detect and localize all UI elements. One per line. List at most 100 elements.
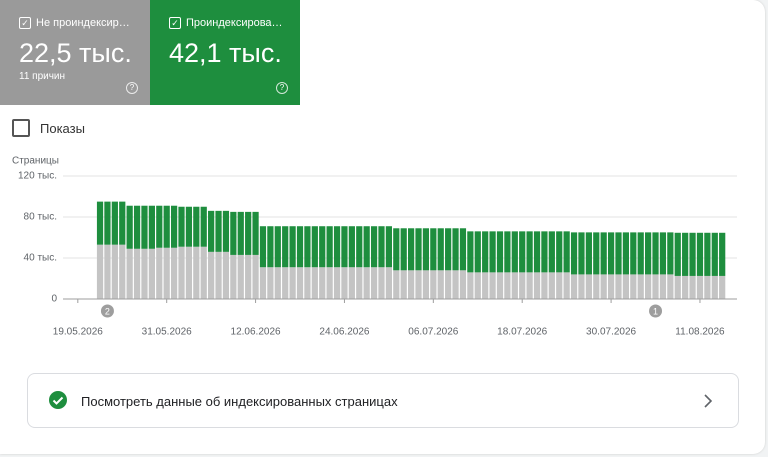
bar-segment [422, 270, 430, 299]
bar-segment [519, 231, 526, 273]
x-tick-label: 18.07.2026 [497, 327, 547, 338]
x-tick-label: 19.05.2026 [53, 327, 103, 338]
bar-segment [111, 201, 118, 245]
bar-segment [645, 232, 652, 275]
bar-segment [474, 272, 481, 299]
bar-segment [222, 251, 230, 299]
bar-segment [578, 232, 585, 275]
bar-segment [696, 232, 704, 276]
not-indexed-card[interactable]: Не проиндексир… 22,5 тыс. 11 причин ? [0, 0, 150, 105]
bar-segment [363, 267, 370, 299]
bar-segment [119, 201, 126, 245]
bar-segment [674, 275, 681, 299]
bar-segment [400, 270, 407, 299]
bar-segment [711, 232, 718, 276]
bar-segment [385, 267, 393, 299]
bar-segment [111, 244, 118, 299]
bar-segment [489, 272, 496, 299]
bar-segment [689, 275, 696, 299]
bar-segment [526, 231, 533, 273]
bar-segment [245, 254, 252, 299]
bar-segment [689, 232, 696, 276]
bar-segment [504, 231, 511, 273]
bar-segment [563, 272, 570, 299]
bar-segment [533, 272, 541, 299]
bar-segment [645, 274, 652, 299]
bar-segment [274, 267, 281, 299]
bar-segment [570, 274, 578, 299]
bar-segment [133, 205, 141, 249]
bar-segment [267, 267, 274, 299]
bar-segment [467, 231, 474, 273]
bar-segment [430, 270, 437, 299]
bar-segment [652, 232, 659, 275]
bar-segment [430, 228, 437, 271]
bar-segment [230, 211, 237, 255]
bar-segment [667, 274, 674, 299]
bar-segment [393, 270, 400, 299]
bar-segment [607, 232, 615, 275]
chart: Страницы 0 40 тыс. 80 тыс. 120 тыс. 19.05.20… [12, 156, 737, 338]
bar-segment [600, 274, 607, 299]
bar-segment [378, 267, 385, 299]
bar-segment [674, 232, 681, 276]
bar-segment [682, 232, 689, 276]
bar-segment [585, 274, 592, 299]
indexed-pages-link[interactable]: Посмотреть данные об индексированных стр… [27, 373, 739, 428]
bar-segment [119, 244, 126, 299]
bar-segment [267, 226, 274, 268]
bar-segment [637, 232, 644, 275]
bar-segment [148, 248, 155, 299]
bar-segment [193, 246, 200, 299]
bar-segment [541, 272, 548, 299]
bar-segment [326, 226, 333, 268]
annotation-marker [649, 304, 663, 318]
bar-segment [548, 231, 555, 273]
chevron [704, 394, 713, 408]
help-icon[interactable]: ? [276, 82, 288, 94]
bar-segment [593, 232, 600, 275]
bar-segment [385, 226, 393, 268]
x-tick-label: 24.06.2026 [319, 327, 369, 338]
bar-segment [141, 205, 148, 249]
bar-segment [289, 267, 296, 299]
bar-segment [289, 226, 296, 268]
bar-segment [141, 248, 148, 299]
bar-segment [156, 205, 163, 248]
bar-segment [215, 210, 222, 252]
annotation-label: 1 [653, 306, 658, 316]
bar-segment [304, 267, 311, 299]
bar-segment [415, 228, 422, 271]
bar-segment [407, 228, 415, 271]
annotation-marker [100, 304, 114, 318]
bar-segment [319, 226, 326, 268]
help-icon[interactable]: ? [126, 82, 138, 94]
link-text: Посмотреть данные об индексированных стр… [81, 394, 398, 409]
bar-segment [585, 232, 592, 275]
bar-segment [215, 251, 222, 299]
annotation-label: 2 [105, 306, 110, 316]
bar-segment [400, 228, 407, 271]
bar-segment [222, 210, 230, 252]
impressions-checkbox[interactable]: Показы [12, 119, 85, 137]
bar-segment [437, 228, 444, 271]
x-tick-label: 30.07.2026 [586, 327, 636, 338]
bar-segment [630, 274, 637, 299]
bar-segment [296, 267, 304, 299]
bar-segment [482, 231, 489, 273]
bar-segment [96, 201, 104, 245]
bar-segment [333, 226, 341, 268]
bar-segment [378, 226, 385, 268]
bar-segment [252, 254, 259, 299]
bar-segment [311, 226, 318, 268]
indexed-card[interactable]: Проиндексирова… 42,1 тыс. ? [150, 0, 300, 105]
bar-segment [237, 254, 244, 299]
bar-segment [600, 232, 607, 275]
bar-segment [407, 270, 415, 299]
bar-segment [459, 270, 467, 299]
bar-segment [348, 226, 355, 268]
bar-segment [593, 274, 600, 299]
bar-segment [259, 267, 267, 299]
bar-segment [200, 246, 207, 299]
bar-segment [326, 267, 333, 299]
